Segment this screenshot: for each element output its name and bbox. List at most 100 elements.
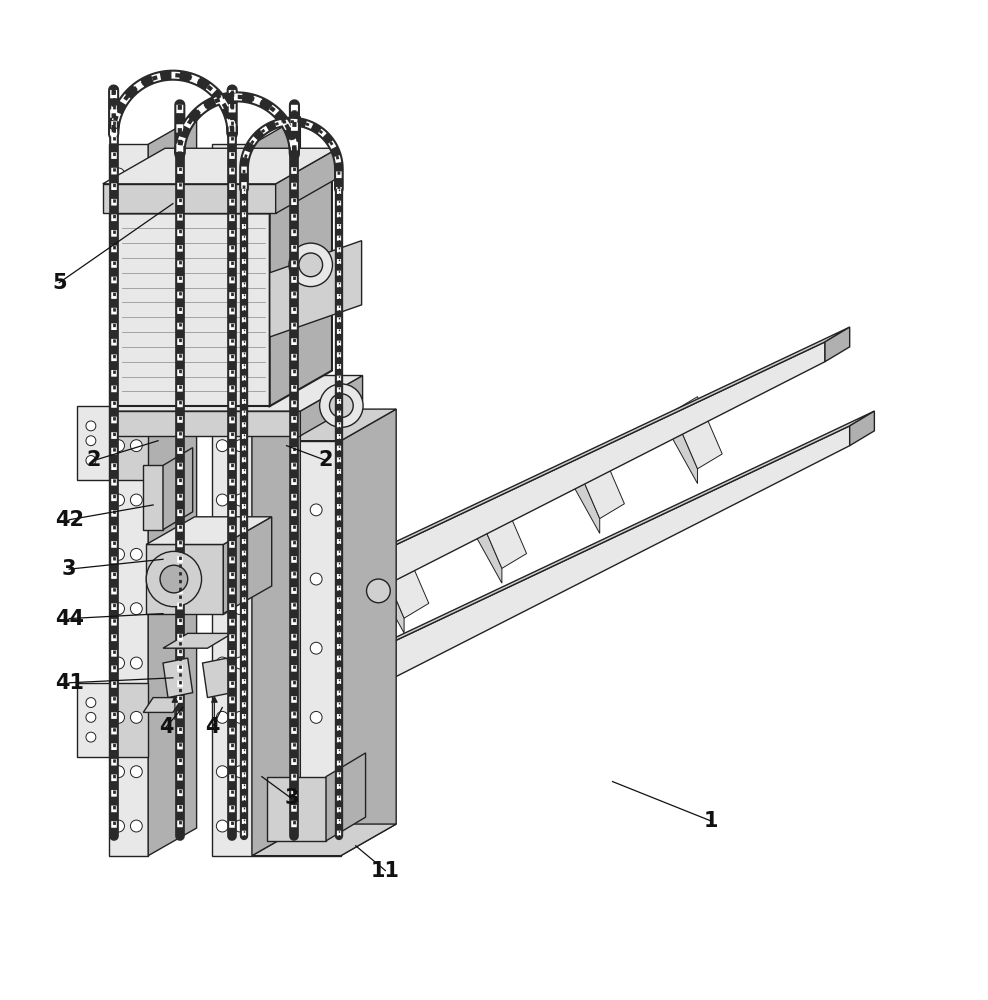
Polygon shape xyxy=(252,409,396,441)
Polygon shape xyxy=(673,411,698,484)
Circle shape xyxy=(160,565,188,593)
Circle shape xyxy=(310,573,322,585)
Circle shape xyxy=(130,820,142,832)
Polygon shape xyxy=(477,496,527,568)
Circle shape xyxy=(113,494,124,506)
Text: 42: 42 xyxy=(54,510,84,530)
Circle shape xyxy=(216,168,228,180)
Circle shape xyxy=(271,504,283,516)
Circle shape xyxy=(216,222,228,234)
Circle shape xyxy=(216,277,228,289)
Polygon shape xyxy=(282,327,850,599)
Circle shape xyxy=(234,548,246,560)
Circle shape xyxy=(113,331,124,343)
Polygon shape xyxy=(109,406,148,480)
Polygon shape xyxy=(77,406,109,480)
Polygon shape xyxy=(103,148,338,184)
Polygon shape xyxy=(326,753,366,841)
Circle shape xyxy=(216,820,228,832)
Circle shape xyxy=(130,657,142,669)
Circle shape xyxy=(234,494,246,506)
Circle shape xyxy=(234,766,246,778)
Polygon shape xyxy=(282,342,825,638)
Polygon shape xyxy=(109,144,148,856)
Circle shape xyxy=(86,698,96,707)
Circle shape xyxy=(113,657,124,669)
Circle shape xyxy=(271,573,283,585)
Polygon shape xyxy=(163,633,232,648)
Polygon shape xyxy=(109,683,148,757)
Polygon shape xyxy=(223,517,272,614)
Text: 2: 2 xyxy=(87,450,101,470)
Polygon shape xyxy=(306,426,850,722)
Circle shape xyxy=(113,711,124,723)
Text: 4: 4 xyxy=(159,717,173,737)
Circle shape xyxy=(367,579,390,603)
Circle shape xyxy=(86,712,96,722)
Text: 4: 4 xyxy=(206,717,219,737)
Circle shape xyxy=(113,548,124,560)
Circle shape xyxy=(130,385,142,397)
Polygon shape xyxy=(163,448,193,530)
Circle shape xyxy=(234,222,246,234)
Circle shape xyxy=(216,766,228,778)
Polygon shape xyxy=(825,327,850,362)
Circle shape xyxy=(271,711,283,723)
Polygon shape xyxy=(103,411,300,436)
Circle shape xyxy=(113,385,124,397)
Circle shape xyxy=(216,440,228,452)
Circle shape xyxy=(216,603,228,615)
Polygon shape xyxy=(477,511,502,583)
Polygon shape xyxy=(252,117,300,856)
Circle shape xyxy=(130,548,142,560)
Circle shape xyxy=(216,385,228,397)
Polygon shape xyxy=(77,683,109,757)
Circle shape xyxy=(113,820,124,832)
Circle shape xyxy=(234,603,246,615)
Circle shape xyxy=(113,603,124,615)
Circle shape xyxy=(216,657,228,669)
Text: 11: 11 xyxy=(370,860,400,881)
Circle shape xyxy=(234,820,246,832)
Text: 3: 3 xyxy=(62,559,76,579)
Polygon shape xyxy=(203,658,232,698)
Polygon shape xyxy=(163,658,193,698)
Circle shape xyxy=(130,168,142,180)
Circle shape xyxy=(320,384,363,427)
Circle shape xyxy=(234,168,246,180)
Text: 3: 3 xyxy=(285,788,298,808)
Text: 1: 1 xyxy=(704,811,718,831)
Circle shape xyxy=(130,277,142,289)
Text: 44: 44 xyxy=(54,609,84,629)
Polygon shape xyxy=(276,148,338,213)
Circle shape xyxy=(86,732,96,742)
Polygon shape xyxy=(341,409,396,856)
Polygon shape xyxy=(212,144,252,856)
Circle shape xyxy=(310,642,322,654)
Polygon shape xyxy=(306,411,874,683)
Circle shape xyxy=(216,494,228,506)
Polygon shape xyxy=(146,517,272,544)
Circle shape xyxy=(299,253,323,277)
Polygon shape xyxy=(850,411,874,446)
Circle shape xyxy=(216,331,228,343)
Circle shape xyxy=(271,642,283,654)
Circle shape xyxy=(289,243,332,287)
Circle shape xyxy=(130,440,142,452)
Circle shape xyxy=(130,603,142,615)
Text: 2: 2 xyxy=(319,450,333,470)
Polygon shape xyxy=(270,178,332,406)
Text: 41: 41 xyxy=(54,673,84,693)
Polygon shape xyxy=(267,777,326,841)
Circle shape xyxy=(113,277,124,289)
Circle shape xyxy=(130,766,142,778)
Circle shape xyxy=(113,168,124,180)
Polygon shape xyxy=(379,546,429,618)
Circle shape xyxy=(130,494,142,506)
Polygon shape xyxy=(575,461,600,533)
Circle shape xyxy=(86,456,96,465)
Circle shape xyxy=(146,551,202,607)
Circle shape xyxy=(234,440,246,452)
Polygon shape xyxy=(146,544,223,614)
Polygon shape xyxy=(103,376,363,411)
